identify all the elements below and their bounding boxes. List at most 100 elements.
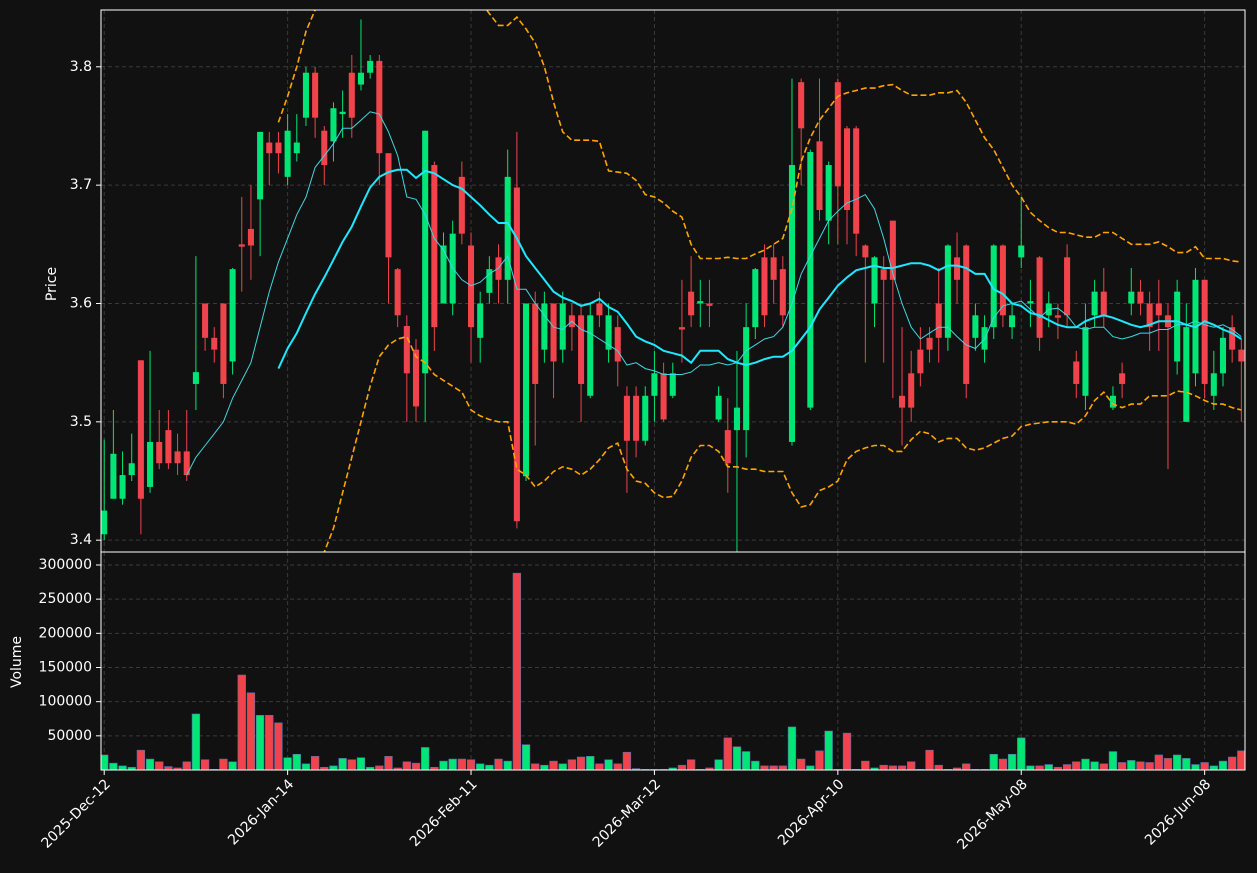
candle-body (825, 165, 832, 221)
volume-bar (485, 764, 494, 770)
volume-bar (595, 763, 604, 770)
candle-body (101, 510, 108, 535)
volume-bar (145, 758, 155, 770)
volume-bar (384, 756, 393, 770)
line (186, 111, 1242, 476)
candle-body (394, 269, 401, 316)
volume-bar (283, 757, 292, 770)
volume-bar (549, 760, 558, 770)
candle-body (944, 245, 951, 338)
volume-bar (907, 761, 916, 770)
volume-bar (806, 765, 815, 770)
candle-body (972, 315, 979, 338)
candle-body (843, 128, 851, 210)
x-tick-label: 2026-May-08 (954, 776, 1031, 853)
candle-body (192, 372, 199, 384)
candle-body (1009, 315, 1016, 328)
candle-body (458, 176, 465, 234)
volume-bar (237, 674, 246, 770)
candle-body (513, 187, 520, 522)
volume-bar (604, 759, 613, 770)
line (277, 10, 1242, 263)
volume-bar (741, 751, 751, 770)
y-tick-label: 150000 (39, 659, 92, 675)
volume-bar (1200, 762, 1209, 770)
candle-body (724, 430, 731, 464)
candle-body (1018, 245, 1025, 258)
volume-bar (751, 760, 760, 770)
candle-body (302, 72, 309, 118)
volume-bar (320, 766, 329, 770)
y-tick-label: 50000 (47, 728, 92, 744)
candle-body (348, 72, 355, 118)
volume-bar (1127, 760, 1136, 770)
candle-body (779, 269, 786, 316)
volume-bar (586, 756, 595, 770)
y-tick-label: 3.8 (70, 59, 92, 75)
candle-body (1036, 257, 1043, 338)
candle-body (321, 130, 328, 166)
candle-body (550, 303, 557, 362)
volume-bar (430, 766, 439, 770)
candle-body (1109, 395, 1116, 408)
candle-body (963, 245, 970, 384)
volume-bar (347, 759, 356, 770)
candle-body (935, 303, 942, 338)
volume-bar (494, 758, 503, 770)
candle-body (1119, 373, 1126, 384)
candle-body (752, 269, 759, 328)
candle-body (165, 430, 172, 464)
candle-body (229, 269, 236, 362)
candle-body (1174, 291, 1181, 362)
candle-body (1091, 291, 1098, 316)
candle-body (651, 373, 658, 396)
x-tick-label: 2026-Apr-10 (775, 776, 848, 849)
volume-bar (476, 763, 485, 770)
volume-bar (815, 750, 824, 770)
candle-body (137, 360, 144, 499)
volume-bar (301, 763, 311, 770)
volume-bar (888, 765, 898, 770)
y-tick-label: 200000 (39, 625, 92, 641)
volume-bar (164, 766, 173, 770)
volume-bar (677, 764, 687, 770)
candle-body (339, 111, 346, 115)
candle-body (587, 315, 594, 396)
x-tick-label: 2026-Mar-12 (590, 776, 664, 850)
candle-body (440, 245, 447, 304)
candle-body (871, 257, 878, 304)
volume-bar (338, 758, 347, 770)
candle-body (523, 303, 530, 477)
candle-body (504, 176, 511, 280)
volume-bar (1072, 761, 1081, 770)
candle-body (908, 373, 915, 408)
candle-body (541, 303, 548, 350)
volume-bar (228, 761, 237, 770)
candle-body (798, 82, 805, 129)
candle-body (688, 291, 695, 316)
volume-bar (558, 763, 567, 770)
candle-body (880, 269, 887, 280)
candle-body (633, 395, 640, 441)
volume-bar (219, 758, 228, 770)
candle-body (376, 60, 383, 154)
candle-body (834, 82, 841, 187)
volume-bar (576, 756, 586, 770)
candle-body (614, 327, 621, 362)
candle-body (807, 152, 814, 408)
candle-body (403, 325, 410, 374)
volume-bar (824, 730, 833, 770)
candle-body (954, 257, 961, 280)
volume-plot (101, 572, 1245, 770)
volume-bar (778, 765, 787, 770)
y-tick-label: 3.4 (70, 532, 92, 548)
y-tick-label: 3.6 (70, 295, 92, 311)
candle-body (293, 142, 300, 154)
volume-bar (1099, 763, 1108, 770)
volume-bar (1117, 762, 1127, 770)
candle-body (238, 244, 245, 247)
candle-body (990, 245, 997, 328)
volume-bar (842, 732, 852, 770)
volume-bar (421, 747, 430, 770)
